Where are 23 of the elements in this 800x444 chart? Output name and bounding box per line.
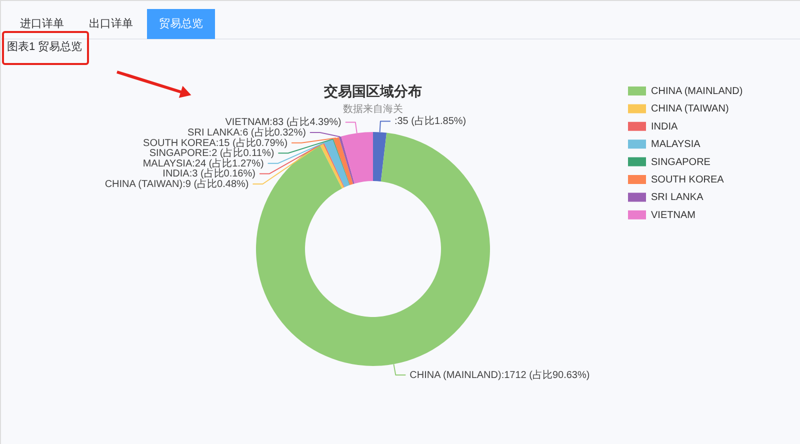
legend-label: SINGAPORE bbox=[651, 156, 711, 168]
text: 图表1 贸易总览 bbox=[7, 40, 82, 53]
text: 出口详单 bbox=[89, 17, 133, 30]
legend-label: CHINA (TAIWAN) bbox=[651, 104, 729, 115]
chart-title: 交易国区域分布 bbox=[323, 83, 422, 99]
legend-label: INDIA bbox=[651, 121, 678, 132]
legend-label: SRI LANKA bbox=[651, 192, 704, 204]
text: 贸易总览 bbox=[159, 17, 203, 30]
data-label: VIETNAM:83 (占比4.39%) bbox=[225, 116, 342, 128]
legend-label: VIETNAM bbox=[651, 210, 696, 221]
legend-label: MALAYSIA bbox=[651, 139, 701, 150]
data-label: MALAYSIA:24 (占比1.27%) bbox=[142, 157, 264, 170]
data-label: SRI LANKA:6 (占比0.32%) bbox=[188, 126, 306, 139]
legend-label: SOUTH KOREA bbox=[651, 174, 724, 186]
data-label: CHINA (TAIWAN):9 (占比0.48%) bbox=[104, 178, 249, 190]
data-label: :35 (占比1.85%) bbox=[394, 115, 466, 128]
text: 进口详单 bbox=[20, 17, 64, 30]
data-label: SINGAPORE:2 (占比0.11%) bbox=[149, 147, 274, 160]
data-label: SOUTH KOREA:15 (占比0.79%) bbox=[143, 136, 288, 149]
data-label: CHINA (MAINLAND):1712 (占比90.63%) bbox=[410, 368, 590, 381]
data-label: INDIA:3 (占比0.16%) bbox=[162, 168, 256, 180]
legend-label: CHINA (MAINLAND) bbox=[651, 86, 743, 97]
text: 数据来自海关 bbox=[343, 103, 403, 115]
